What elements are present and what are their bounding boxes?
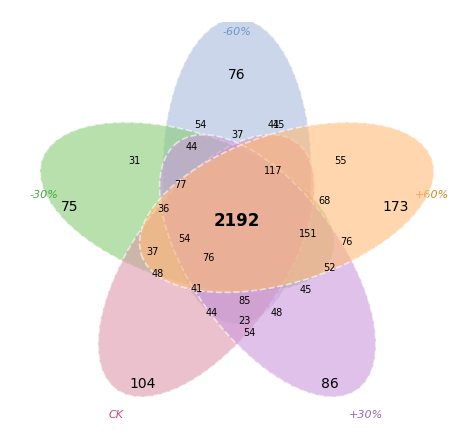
Text: 54: 54 bbox=[243, 328, 255, 338]
Ellipse shape bbox=[160, 135, 376, 397]
Text: 151: 151 bbox=[300, 228, 318, 239]
Text: 76: 76 bbox=[203, 253, 215, 263]
Text: CK: CK bbox=[109, 409, 124, 420]
Text: 104: 104 bbox=[129, 377, 155, 392]
Text: 173: 173 bbox=[383, 200, 409, 215]
Text: 48: 48 bbox=[270, 308, 283, 318]
Text: 75: 75 bbox=[61, 200, 79, 215]
Text: 37: 37 bbox=[231, 130, 243, 140]
Text: -60%: -60% bbox=[223, 27, 251, 38]
Text: 52: 52 bbox=[323, 263, 336, 273]
Text: 86: 86 bbox=[320, 377, 338, 392]
Text: 76: 76 bbox=[228, 67, 246, 82]
Text: 36: 36 bbox=[158, 204, 170, 215]
Text: 76: 76 bbox=[341, 236, 353, 247]
Text: 31: 31 bbox=[128, 156, 140, 166]
Ellipse shape bbox=[98, 135, 314, 397]
Text: 68: 68 bbox=[319, 196, 331, 207]
Text: 54: 54 bbox=[195, 120, 207, 130]
Text: 45: 45 bbox=[299, 285, 311, 295]
Text: 44: 44 bbox=[206, 308, 218, 318]
Text: 23: 23 bbox=[238, 316, 250, 326]
Text: 85: 85 bbox=[239, 296, 251, 306]
Text: 55: 55 bbox=[334, 156, 346, 166]
Text: 54: 54 bbox=[178, 234, 190, 244]
Text: 37: 37 bbox=[146, 247, 158, 257]
Text: 77: 77 bbox=[174, 180, 187, 190]
Text: 2192: 2192 bbox=[214, 212, 260, 231]
Ellipse shape bbox=[139, 122, 434, 292]
Text: -30%: -30% bbox=[29, 190, 58, 200]
Text: +60%: +60% bbox=[415, 190, 449, 200]
Text: 117: 117 bbox=[264, 166, 283, 176]
Text: +30%: +30% bbox=[348, 409, 383, 420]
Ellipse shape bbox=[40, 122, 335, 292]
Text: 44: 44 bbox=[186, 142, 198, 152]
Text: 41: 41 bbox=[268, 120, 280, 130]
Text: 41: 41 bbox=[191, 284, 203, 294]
Text: 48: 48 bbox=[152, 269, 164, 279]
Text: 45: 45 bbox=[273, 120, 285, 130]
Ellipse shape bbox=[163, 18, 311, 324]
